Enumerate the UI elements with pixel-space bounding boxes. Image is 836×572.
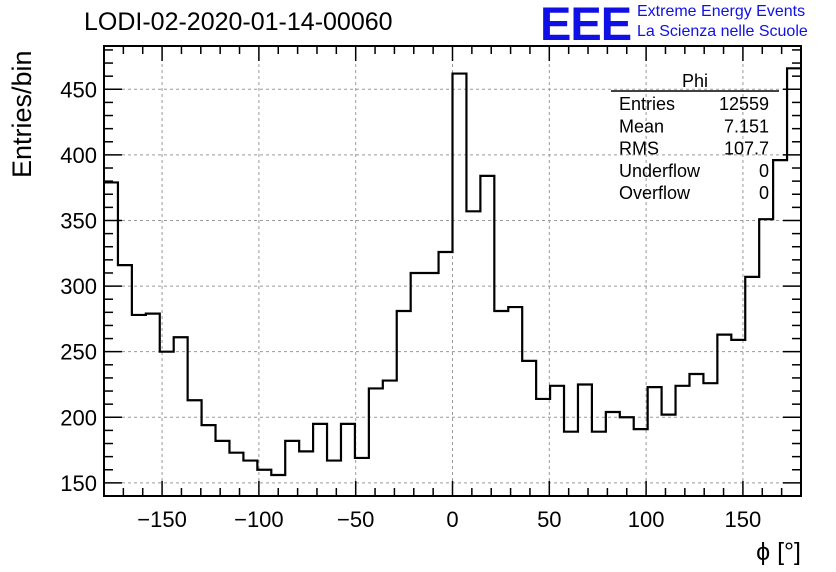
- plot-frame: [103, 45, 802, 497]
- x-tick-label: −150: [137, 507, 187, 532]
- stats-row-value: 107.7: [724, 139, 769, 159]
- y-axis-label: Entries/bin: [7, 50, 37, 178]
- stats-rows: Entries 12559 Mean 7.151 RMS 107.7 Underflow 0 O…: [619, 94, 769, 203]
- stats-row-label: Entries: [619, 94, 675, 114]
- x-tick-label: −100: [234, 507, 284, 532]
- y-tick-label: 300: [60, 274, 97, 299]
- stats-row-value: 12559: [719, 94, 769, 114]
- y-tick-label: 350: [60, 208, 97, 233]
- x-tick-label: 0: [446, 507, 458, 532]
- stats-row-label: Mean: [619, 116, 664, 136]
- y-tick-label: 150: [60, 471, 97, 496]
- chart-title: LODI-02-2020-01-14-00060: [84, 8, 393, 36]
- stats-row-value: 0: [759, 183, 769, 203]
- stats-row-label: Overflow: [619, 183, 691, 203]
- histogram-series: [104, 67, 801, 477]
- stats-box: Phi Entries 12559 Mean 7.151 RMS 107.7 Underfl…: [611, 71, 779, 203]
- logo-subtitle-2: La Scienza nelle Scuole: [637, 23, 808, 40]
- stats-row-value: 0: [759, 161, 769, 181]
- x-tick-labels: −150 −100 −50 0 50 100 150: [137, 507, 761, 532]
- y-tick-label: 400: [60, 143, 97, 168]
- y-tick-label: 250: [60, 340, 97, 365]
- x-tick-label: 50: [537, 507, 561, 532]
- stats-row-value: 7.151: [724, 116, 769, 136]
- stats-row-label: RMS: [619, 139, 659, 159]
- x-tick-label: 150: [725, 507, 762, 532]
- y-tick-label: 200: [60, 405, 97, 430]
- x-tick-label: −50: [337, 507, 374, 532]
- x-tick-label: 100: [628, 507, 665, 532]
- stats-box-name: Phi: [682, 71, 708, 91]
- x-axis-label: ϕ [°]: [756, 538, 801, 566]
- y-tick-label: 450: [60, 77, 97, 102]
- logo-subtitle-1: Extreme Energy Events: [637, 3, 806, 20]
- y-tick-labels: 150 200 250 300 350 400 450: [60, 77, 97, 496]
- stats-row-label: Underflow: [619, 161, 701, 181]
- histogram-line: [104, 67, 801, 477]
- eee-logo: EEE: [540, 0, 632, 50]
